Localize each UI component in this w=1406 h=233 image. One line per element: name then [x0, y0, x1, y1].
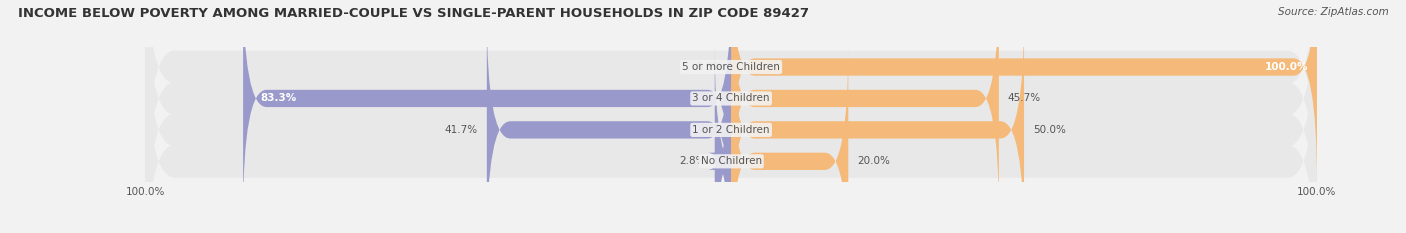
FancyBboxPatch shape	[145, 0, 1317, 233]
Text: 2.8%: 2.8%	[679, 156, 706, 166]
FancyBboxPatch shape	[243, 0, 731, 216]
Text: Source: ZipAtlas.com: Source: ZipAtlas.com	[1278, 7, 1389, 17]
FancyBboxPatch shape	[707, 44, 738, 233]
Text: 50.0%: 50.0%	[1033, 125, 1066, 135]
FancyBboxPatch shape	[486, 13, 731, 233]
Text: 1 or 2 Children: 1 or 2 Children	[692, 125, 770, 135]
FancyBboxPatch shape	[731, 0, 1317, 184]
Text: 3 or 4 Children: 3 or 4 Children	[692, 93, 770, 103]
FancyBboxPatch shape	[731, 44, 848, 233]
Text: 45.7%: 45.7%	[1008, 93, 1040, 103]
Text: 83.3%: 83.3%	[260, 93, 297, 103]
FancyBboxPatch shape	[145, 21, 1317, 233]
Text: 5 or more Children: 5 or more Children	[682, 62, 780, 72]
Text: 20.0%: 20.0%	[858, 156, 890, 166]
FancyBboxPatch shape	[145, 0, 1317, 208]
Text: 0.0%: 0.0%	[696, 62, 723, 72]
Text: 100.0%: 100.0%	[1264, 62, 1308, 72]
FancyBboxPatch shape	[731, 13, 1024, 233]
FancyBboxPatch shape	[731, 0, 998, 216]
Text: No Children: No Children	[700, 156, 762, 166]
Text: 41.7%: 41.7%	[444, 125, 478, 135]
FancyBboxPatch shape	[145, 0, 1317, 233]
Text: INCOME BELOW POVERTY AMONG MARRIED-COUPLE VS SINGLE-PARENT HOUSEHOLDS IN ZIP COD: INCOME BELOW POVERTY AMONG MARRIED-COUPL…	[18, 7, 810, 20]
